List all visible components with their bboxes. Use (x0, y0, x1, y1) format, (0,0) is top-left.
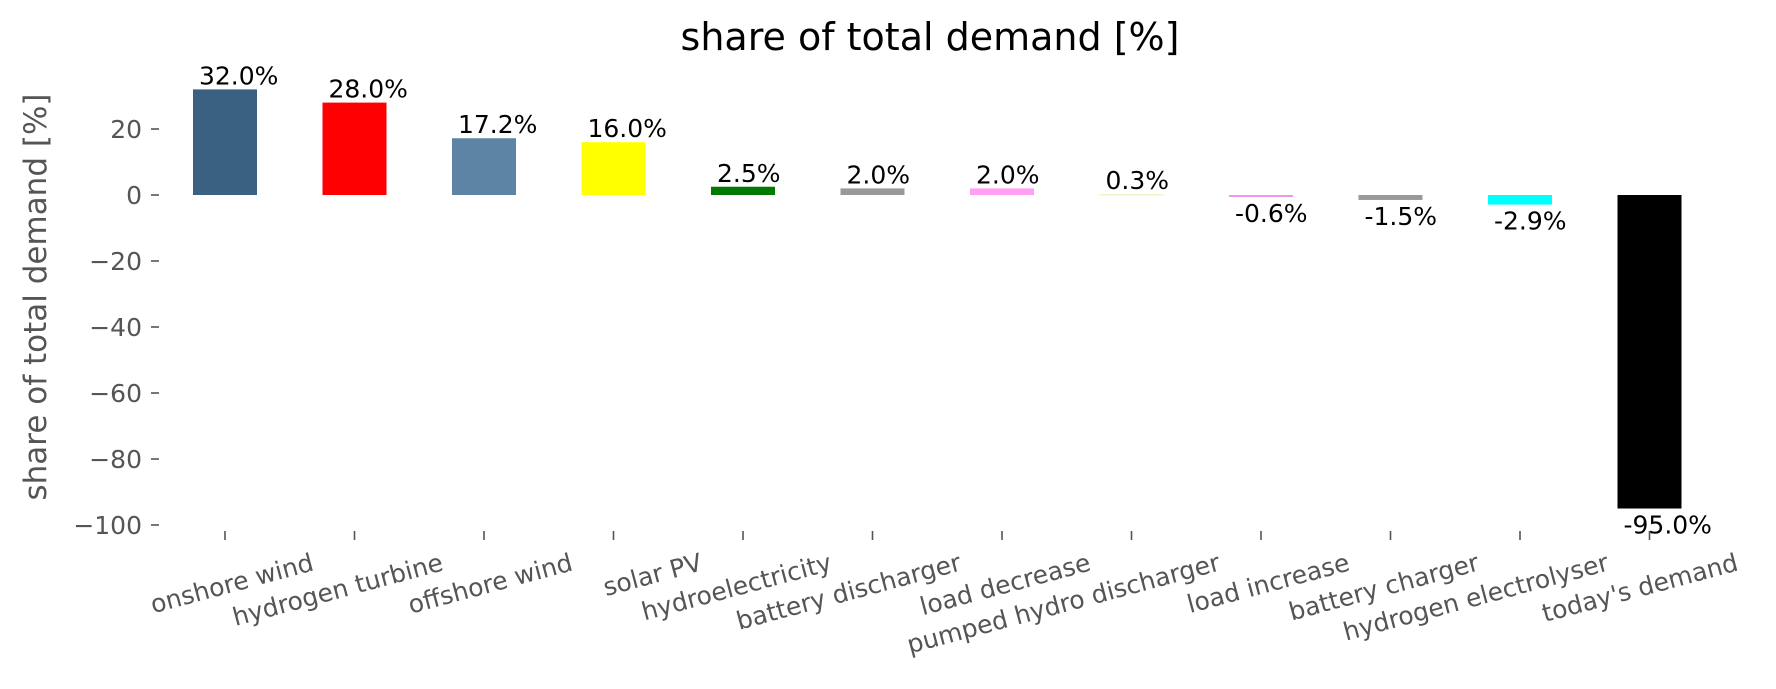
bar (1099, 194, 1164, 196)
bar (1358, 195, 1423, 200)
y-tick-label: 20 (110, 115, 142, 144)
y-tick-label: −80 (89, 445, 142, 474)
data-label: 0.3% (1106, 166, 1170, 195)
data-labels-group: 32.0% 28.0% 17.2% 16.0% 2.5% 2.0% 2.0% 0.3% -0.6… (199, 61, 1712, 539)
data-label: 32.0% (199, 61, 278, 90)
bar (322, 102, 387, 195)
bar (970, 188, 1034, 195)
bar (581, 142, 646, 195)
bar (711, 186, 775, 195)
y-tick-label: −40 (89, 313, 142, 342)
data-label: -95.0% (1624, 511, 1712, 540)
data-label: 16.0% (588, 114, 667, 143)
y-axis-label: share of total demand [%] (18, 93, 54, 500)
bars-group (193, 89, 1682, 509)
data-label: 2.5% (717, 159, 781, 188)
bar (840, 188, 905, 195)
chart-title: share of total demand [%] (681, 15, 1180, 59)
bar (1488, 195, 1552, 205)
data-label: -0.6% (1235, 199, 1308, 228)
bar (1229, 195, 1293, 197)
y-tick-label: −20 (89, 247, 142, 276)
data-label: 2.0% (976, 160, 1040, 189)
data-label: -1.5% (1365, 202, 1438, 231)
y-tick-label: −60 (89, 379, 142, 408)
data-label: -2.9% (1494, 207, 1567, 236)
bar (452, 138, 516, 195)
y-tick-label: −100 (73, 511, 142, 540)
data-label: 2.0% (847, 160, 911, 189)
bar (1617, 195, 1682, 509)
data-label: 28.0% (329, 75, 408, 104)
y-tick-label: 0 (126, 181, 142, 210)
bar (193, 89, 257, 195)
y-axis: 20 0 −20 −40 −60 −80 −100 (73, 115, 159, 540)
data-label: 17.2% (458, 110, 537, 139)
